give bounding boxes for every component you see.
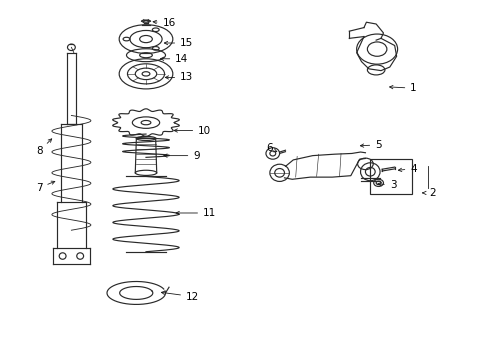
Text: 6: 6 — [266, 143, 276, 153]
Text: 8: 8 — [36, 139, 52, 156]
Text: 2: 2 — [422, 188, 434, 198]
Text: 13: 13 — [165, 72, 193, 82]
Text: 5: 5 — [360, 140, 381, 150]
Text: 3: 3 — [377, 180, 396, 190]
Text: 16: 16 — [153, 18, 176, 28]
Text: 11: 11 — [176, 208, 216, 218]
Text: 12: 12 — [161, 291, 199, 302]
Bar — [369, 159, 411, 194]
Text: 4: 4 — [398, 163, 416, 174]
Text: 10: 10 — [174, 126, 211, 135]
Text: 15: 15 — [164, 38, 193, 48]
Text: 14: 14 — [160, 54, 188, 64]
Text: 9: 9 — [163, 150, 200, 161]
Text: 7: 7 — [36, 181, 55, 193]
Text: 1: 1 — [389, 83, 416, 93]
